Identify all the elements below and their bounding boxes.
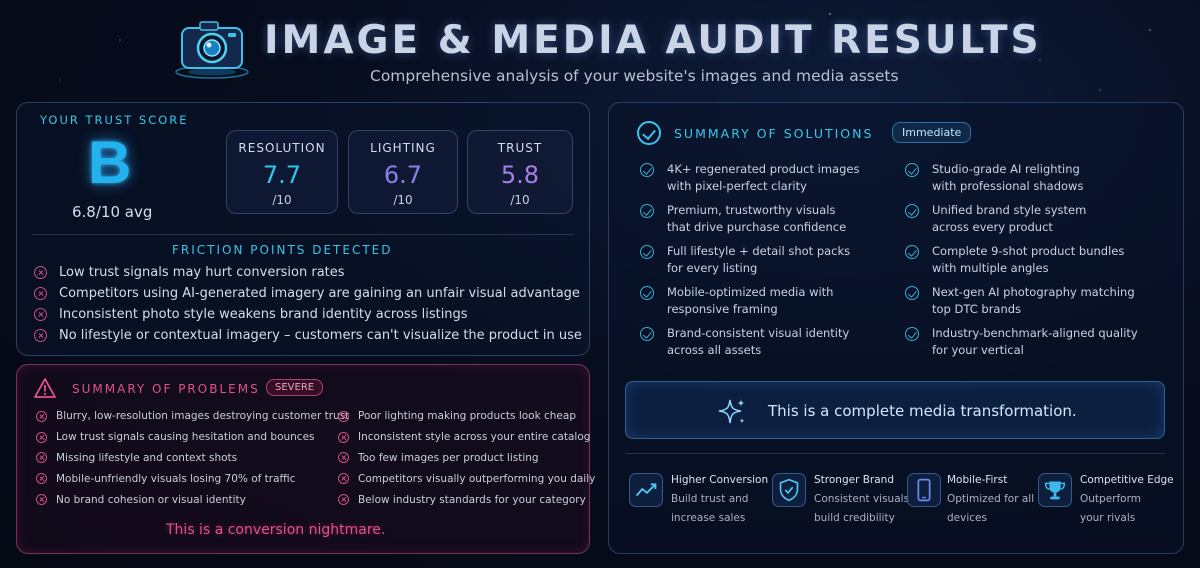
solution-item: Next-gen AI photography matching top DTC … <box>905 284 1138 325</box>
solution-item: Industry-benchmark-aligned quality for yo… <box>905 325 1138 366</box>
problem-item: No brand cohesion or visual identity <box>36 489 349 510</box>
metric-card-trust: TRUST 5.8 /10 <box>467 130 573 214</box>
check-icon <box>640 327 654 341</box>
solutions-panel <box>608 102 1184 554</box>
check-icon <box>640 204 654 218</box>
severity-badge: SEVERE <box>266 379 324 396</box>
x-circle-icon <box>338 431 349 443</box>
metric-card-resolution: RESOLUTION 7.7 /10 <box>226 130 338 214</box>
x-circle-icon <box>34 266 47 279</box>
x-circle-icon <box>34 287 47 300</box>
problems-list-left: Blurry, low-resolution images destroying… <box>36 406 349 510</box>
problem-item: Low trust signals causing hesitation and… <box>36 427 349 448</box>
check-icon <box>905 286 919 300</box>
x-circle-icon <box>36 431 47 443</box>
metric-value: 6.7 <box>383 161 423 189</box>
warning-icon <box>34 378 56 398</box>
x-circle-icon <box>36 494 47 506</box>
problem-item: Mobile-unfriendly visuals losing 70% of … <box>36 468 349 489</box>
friction-item: Competitors using AI-generated imagery a… <box>34 283 582 304</box>
friction-item: Inconsistent photo style weakens brand i… <box>34 304 582 325</box>
page-title: IMAGE & MEDIA AUDIT RESULTS <box>264 18 1042 63</box>
page-subtitle: Comprehensive analysis of your website's… <box>370 67 899 85</box>
x-circle-icon <box>36 410 47 422</box>
x-circle-icon <box>36 452 47 464</box>
trust-average: 6.8/10 avg <box>72 203 153 221</box>
trophy-icon <box>1038 473 1072 507</box>
check-icon <box>905 327 919 341</box>
problem-item: Poor lighting making products look cheap <box>338 406 595 427</box>
friction-title: FRICTION POINTS DETECTED <box>172 243 393 257</box>
problem-item: Below industry standards for your catego… <box>338 489 595 510</box>
solution-item: Unified brand style system across every p… <box>905 202 1138 243</box>
friction-list: Low trust signals may hurt conversion ra… <box>34 262 582 346</box>
camera-icon <box>175 21 249 79</box>
check-icon <box>640 286 654 300</box>
friction-item: No lifestyle or contextual imagery – cus… <box>34 325 582 346</box>
check-icon <box>640 163 654 177</box>
solutions-title: SUMMARY OF SOLUTIONS <box>674 126 874 141</box>
metric-denominator: /10 <box>510 193 530 207</box>
friction-item: Low trust signals may hurt conversion ra… <box>34 262 582 283</box>
check-circle-icon <box>637 121 661 145</box>
x-circle-icon <box>34 329 47 342</box>
check-icon <box>905 163 919 177</box>
section-divider <box>32 234 574 235</box>
mobile-phone-icon <box>907 473 941 507</box>
trust-grade: B <box>88 129 132 196</box>
problem-item: Missing lifestyle and context shots <box>36 448 349 469</box>
problems-footer: This is a conversion nightmare. <box>166 522 386 538</box>
metric-name: TRUST <box>497 141 543 155</box>
urgency-badge: Immediate <box>892 122 972 143</box>
solution-item: Mobile-optimized media with responsive fr… <box>640 284 859 325</box>
solution-item: Full lifestyle + detail shot packs for ev… <box>640 243 859 284</box>
metric-value: 7.7 <box>262 161 302 189</box>
metric-denominator: /10 <box>393 193 413 207</box>
problem-item: Inconsistent style across your entire ca… <box>338 427 595 448</box>
transformation-banner <box>625 381 1165 439</box>
x-circle-icon <box>338 473 349 485</box>
check-icon <box>905 204 919 218</box>
header: IMAGE & MEDIA AUDIT RESULTS Comprehensiv… <box>0 0 1200 100</box>
trust-score-label: YOUR TRUST SCORE <box>40 113 189 127</box>
problems-list-right: Poor lighting making products look cheap… <box>338 406 595 510</box>
problem-item: Competitors visually outperforming you d… <box>338 468 595 489</box>
solutions-list-right: Studio-grade AI relighting with professio… <box>905 161 1138 366</box>
metric-value: 5.8 <box>500 161 540 189</box>
x-circle-icon <box>338 452 349 464</box>
metric-card-lighting: LIGHTING 6.7 /10 <box>348 130 458 214</box>
metric-denominator: /10 <box>272 193 292 207</box>
solution-item: Complete 9-shot product bundles with mult… <box>905 243 1138 284</box>
x-circle-icon <box>338 494 349 506</box>
solution-item: Studio-grade AI relighting with professio… <box>905 161 1138 202</box>
solution-item: Premium, trustworthy visuals that drive p… <box>640 202 859 243</box>
shield-check-icon <box>772 473 806 507</box>
metric-name: RESOLUTION <box>238 141 326 155</box>
x-circle-icon <box>338 410 349 422</box>
solution-item: Brand-consistent visual identity across a… <box>640 325 859 366</box>
solution-item: 4K+ regenerated product images with pixel… <box>640 161 859 202</box>
problem-item: Blurry, low-resolution images destroying… <box>36 406 349 427</box>
trend-up-icon <box>629 473 663 507</box>
problems-title: SUMMARY OF PROBLEMS <box>72 382 260 396</box>
check-icon <box>640 245 654 259</box>
metric-name: LIGHTING <box>370 141 436 155</box>
sparkle-icon <box>718 399 745 424</box>
check-icon <box>905 245 919 259</box>
section-divider <box>625 453 1165 454</box>
transformation-text: This is a complete media transformation. <box>768 402 1077 420</box>
x-circle-icon <box>36 473 47 485</box>
problem-item: Too few images per product listing <box>338 448 595 469</box>
x-circle-icon <box>34 308 47 321</box>
solutions-list-left: 4K+ regenerated product images with pixel… <box>640 161 859 366</box>
